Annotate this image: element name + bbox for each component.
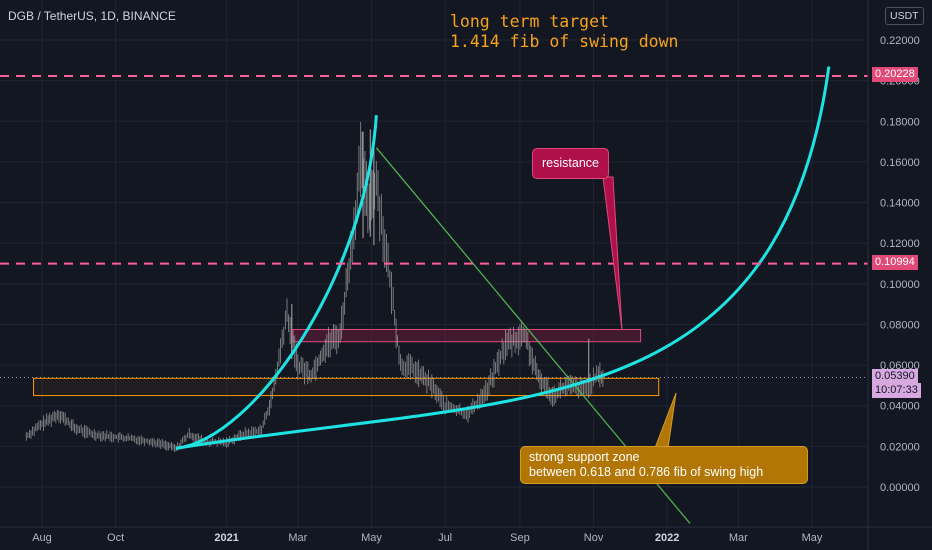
resistance-callout[interactable]: resistance <box>532 148 609 179</box>
y-tick-label-4: 0.08000 <box>880 319 920 331</box>
x-tick-label-0: Aug <box>32 532 52 544</box>
candles <box>25 121 604 453</box>
support-line-2: between 0.618 and 0.786 fib of swing hig… <box>529 465 764 479</box>
resistance-pointer <box>602 176 623 331</box>
y-tick-label-6: 0.12000 <box>880 238 920 250</box>
y-tick-label-9: 0.18000 <box>880 116 920 128</box>
y-tick-label-8: 0.16000 <box>880 157 920 169</box>
callout-pointers <box>602 176 677 449</box>
x-tick-label-4: May <box>361 532 382 544</box>
y-tick-label-0: 0.00000 <box>880 482 920 494</box>
long-term-target-note[interactable]: long term target 1.414 fib of swing down <box>450 12 678 52</box>
x-tick-label-3: Mar <box>288 532 307 544</box>
resistance-zone <box>292 329 642 343</box>
x-tick-label-6: Sep <box>510 532 530 544</box>
y-tick-label-2: 0.04000 <box>880 401 920 413</box>
parabolic-curve-long <box>175 66 831 450</box>
price-tag-level-high: 0.20228 <box>872 67 918 82</box>
support-pointer <box>654 392 677 449</box>
zones <box>33 329 660 397</box>
x-tick-label-8: 2022 <box>655 532 679 544</box>
y-tick-label-1: 0.02000 <box>880 441 920 453</box>
support-callout[interactable]: strong support zone between 0.618 and 0.… <box>520 446 808 484</box>
x-tick-label-1: Oct <box>107 532 124 544</box>
target-line-1: long term target <box>450 12 609 31</box>
currency-button[interactable]: USDT <box>885 7 924 25</box>
x-tick-label-10: May <box>802 532 823 544</box>
levels <box>0 75 868 378</box>
parabolic-curve-short <box>175 115 378 450</box>
x-tick-label-2: 2021 <box>214 532 238 544</box>
support-zone <box>33 377 660 397</box>
x-tick-label-7: Nov <box>584 532 604 544</box>
price-tag-level-mid: 0.10994 <box>872 255 918 270</box>
x-tick-label-5: Jul <box>438 532 452 544</box>
symbol-title[interactable]: DGB / TetherUS, 1D, BINANCE <box>8 9 176 23</box>
y-tick-label-7: 0.14000 <box>880 198 920 210</box>
x-tick-label-9: Mar <box>729 532 748 544</box>
support-line-1: strong support zone <box>529 450 640 464</box>
price-tag-last: 0.05390 <box>872 369 918 384</box>
resistance-label: resistance <box>542 156 599 170</box>
target-line-2: 1.414 fib of swing down <box>450 32 679 51</box>
y-tick-label-5: 0.10000 <box>880 279 920 291</box>
price-tag-countdown: 10:07:33 <box>872 383 921 398</box>
y-tick-label-11: 0.22000 <box>880 35 920 47</box>
